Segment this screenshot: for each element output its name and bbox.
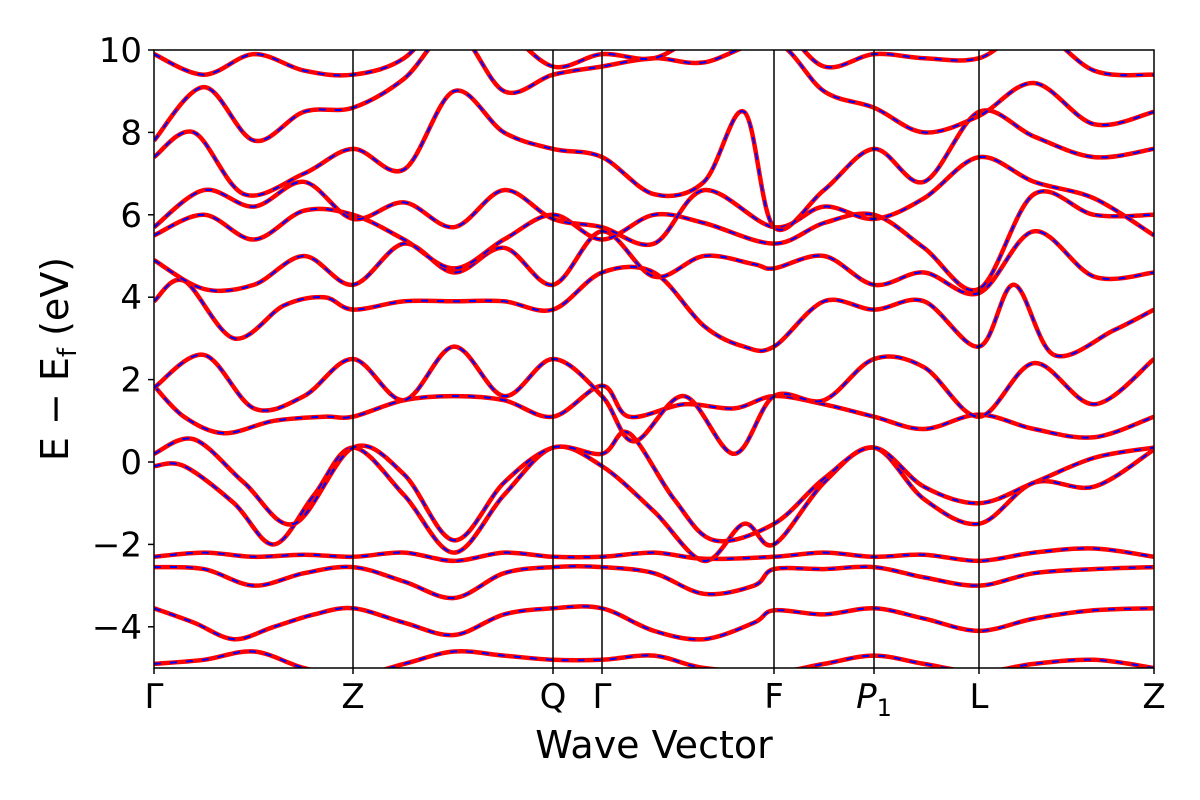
band-1-dashed bbox=[154, 605, 1154, 641]
band-11-dashed bbox=[154, 156, 1154, 246]
band-5-dashed bbox=[154, 430, 1154, 543]
band-14-dashed bbox=[154, 50, 1154, 77]
x-tick-label-5: P1 bbox=[856, 677, 892, 722]
band-2-solid bbox=[154, 564, 1154, 601]
y-tick-label-3: 2 bbox=[120, 361, 142, 401]
band-7-solid bbox=[154, 344, 1154, 457]
x-tick-label-main: Q bbox=[540, 677, 567, 717]
y-tick-label-2: 0 bbox=[120, 443, 142, 483]
x-tick-label-4: F bbox=[764, 677, 784, 717]
band-1-solid bbox=[154, 604, 1154, 642]
x-tick-label-6: L bbox=[970, 677, 989, 717]
x-tick-label-main: F bbox=[764, 677, 784, 717]
x-axis-title: Wave Vector bbox=[535, 723, 773, 767]
band-4-dashed bbox=[154, 445, 1154, 562]
band-12-dashed bbox=[154, 89, 1154, 231]
band-2-dashed bbox=[154, 565, 1154, 600]
x-tick-label-main: Z bbox=[341, 677, 364, 717]
y-tick-label-7: 10 bbox=[99, 31, 142, 71]
band-9-solid bbox=[154, 229, 1154, 297]
x-tick-label-7: Z bbox=[1142, 677, 1165, 717]
band-6-dashed bbox=[154, 384, 1154, 439]
x-tick-label-main: Γ bbox=[145, 677, 164, 717]
y-tick-label-5: 6 bbox=[120, 196, 142, 236]
x-tick-label-main: Γ bbox=[593, 677, 612, 717]
y-axis-ticks: −4 −2 0 2 4 6 8 10 bbox=[92, 31, 154, 648]
y-axis-title-unit: (eV) bbox=[33, 257, 77, 348]
band-3-solid bbox=[154, 546, 1154, 564]
band-14-solid bbox=[154, 50, 1154, 78]
bands-layer bbox=[154, 50, 1154, 668]
band-13-dashed bbox=[154, 50, 1154, 142]
x-tick-label-3: Γ bbox=[593, 677, 612, 717]
x-tick-label-1: Z bbox=[341, 677, 364, 717]
band-9-dashed bbox=[154, 230, 1154, 296]
band-5-solid bbox=[154, 429, 1154, 544]
x-axis-ticks: Γ Z Q Γ F P1 L Z bbox=[145, 668, 1166, 722]
y-axis-title: E − Ef (eV) bbox=[33, 257, 83, 461]
y-axis-title-sub: f bbox=[53, 347, 83, 357]
y-tick-label-0: −4 bbox=[92, 608, 142, 648]
y-tick-label-1: −2 bbox=[92, 525, 142, 565]
x-tick-label-0: Γ bbox=[145, 677, 164, 717]
x-tick-label-main: Z bbox=[1142, 677, 1165, 717]
x-tick-label-main: P bbox=[856, 677, 877, 717]
band-0-solid bbox=[154, 648, 1154, 668]
x-tick-label-main: L bbox=[970, 677, 989, 717]
high-symmetry-lines bbox=[352, 50, 980, 668]
x-tick-label-2: Q bbox=[540, 677, 567, 717]
band-13-solid bbox=[154, 50, 1154, 144]
band-8-dashed bbox=[154, 265, 1154, 358]
x-tick-label-sub: 1 bbox=[877, 694, 892, 722]
band-0-dashed bbox=[154, 650, 1154, 668]
y-tick-label-4: 4 bbox=[120, 278, 142, 318]
band-11-solid bbox=[154, 154, 1154, 248]
y-tick-label-6: 8 bbox=[120, 113, 142, 153]
band-8-solid bbox=[154, 264, 1154, 359]
band-7-dashed bbox=[154, 345, 1154, 455]
plot-frame bbox=[153, 49, 1155, 669]
y-axis-title-main: E − E bbox=[33, 357, 77, 461]
band-10-dashed bbox=[154, 190, 1154, 292]
